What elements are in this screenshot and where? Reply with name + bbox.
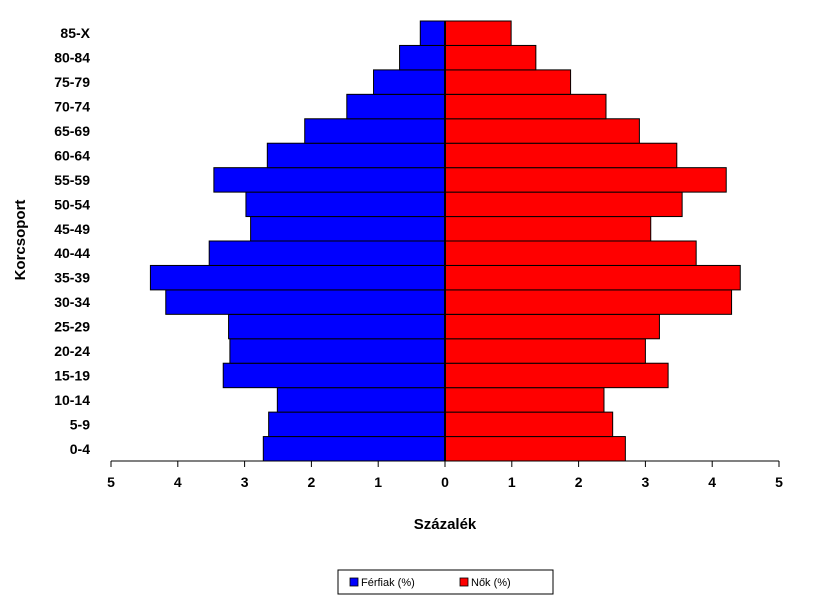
male-bars-group [149,20,446,462]
bar-male-80-84 [399,44,446,71]
bar-female-85-x [444,20,512,46]
y-tick-label-10-14: 10-14 [54,392,90,408]
bar-female-30-34 [444,289,733,315]
y-tick-label-25-29: 25-29 [54,319,90,335]
bar-female-0-4 [444,436,626,462]
bar-male-20-24 [229,338,446,364]
bar-female-20-24 [444,338,646,364]
x-tick-label: 4 [174,474,182,490]
bar-female-75-79 [444,69,572,95]
x-tick-label: 1 [374,474,382,490]
bar-female-35-39 [444,264,741,291]
y-tick-label-15-19: 15-19 [54,367,90,383]
bar-male-35-39 [149,264,446,291]
legend-label-male: Férfiak (%) [361,577,415,589]
bar-female-65-69 [444,118,640,144]
female-bars-group [444,20,741,462]
y-tick-label-70-74: 70-74 [54,99,90,115]
bar-male-75-79 [373,69,446,95]
bar-male-55-59 [213,167,446,193]
x-tick-label: 3 [241,474,249,490]
bar-female-40-44 [444,240,697,266]
y-tick-label-40-44: 40-44 [54,245,90,261]
bar-female-10-14 [444,387,605,413]
bar-male-60-64 [266,142,446,169]
legend-swatch-male [349,577,359,587]
legend: Férfiak (%) Nők (%) [337,569,554,595]
bar-female-15-19 [444,362,669,389]
bar-male-40-44 [208,240,446,266]
bar-female-70-74 [444,93,607,120]
bar-female-50-54 [444,191,683,218]
bar-male-30-34 [165,289,446,315]
x-ticks: 5 4 3 2 1 0 1 2 3 4 5 [107,461,783,490]
y-tick-label-75-79: 75-79 [54,74,90,90]
x-tick-label: 2 [308,474,316,490]
bar-female-5-9 [444,411,614,438]
bar-female-55-59 [444,167,727,193]
bar-male-50-54 [245,191,446,218]
bar-male-45-49 [250,216,446,242]
y-tick-label-50-54: 50-54 [54,196,90,212]
y-tick-label-5-9: 5-9 [70,416,90,432]
bar-female-45-49 [444,216,652,242]
x-tick-label: 1 [508,474,516,490]
bar-male-25-29 [228,313,446,340]
y-tick-label-55-59: 55-59 [54,172,90,188]
bar-female-25-29 [444,313,660,340]
bar-female-80-84 [444,44,537,71]
y-tick-label-45-49: 45-49 [54,221,90,237]
y-tick-label-85-x: 85-X [60,25,90,41]
bar-male-5-9 [268,411,446,438]
y-tick-label-35-39: 35-39 [54,270,90,286]
bar-male-70-74 [346,93,446,120]
x-tick-label: 3 [642,474,650,490]
bar-male-85-x [419,20,446,46]
bar-male-65-69 [304,118,446,144]
legend-swatch-female [459,577,469,587]
y-tick-label-30-34: 30-34 [54,294,90,310]
bar-male-10-14 [276,387,446,413]
legend-label-female: Nők (%) [471,577,511,589]
x-tick-label: 0 [441,474,449,490]
y-tick-label-65-69: 65-69 [54,123,90,139]
x-tick-label: 5 [775,474,783,490]
y-axis-title: Korcsoport [12,200,29,281]
bar-male-15-19 [222,362,446,389]
y-tick-labels: 0-4 5-9 10-14 15-19 20-24 25-29 30-34 35-39 40-4… [54,25,90,457]
y-tick-label-0-4: 0-4 [70,441,90,457]
legend-box [337,569,554,595]
y-tick-label-20-24: 20-24 [54,343,90,359]
bar-female-60-64 [444,142,678,169]
x-tick-label: 4 [708,474,716,490]
bar-male-0-4 [262,436,446,462]
x-tick-label: 5 [107,474,115,490]
y-tick-label-60-64: 60-64 [54,147,90,163]
x-tick-label: 2 [575,474,583,490]
y-tick-label-80-84: 80-84 [54,50,90,66]
x-axis-title: Százalék [414,516,477,533]
